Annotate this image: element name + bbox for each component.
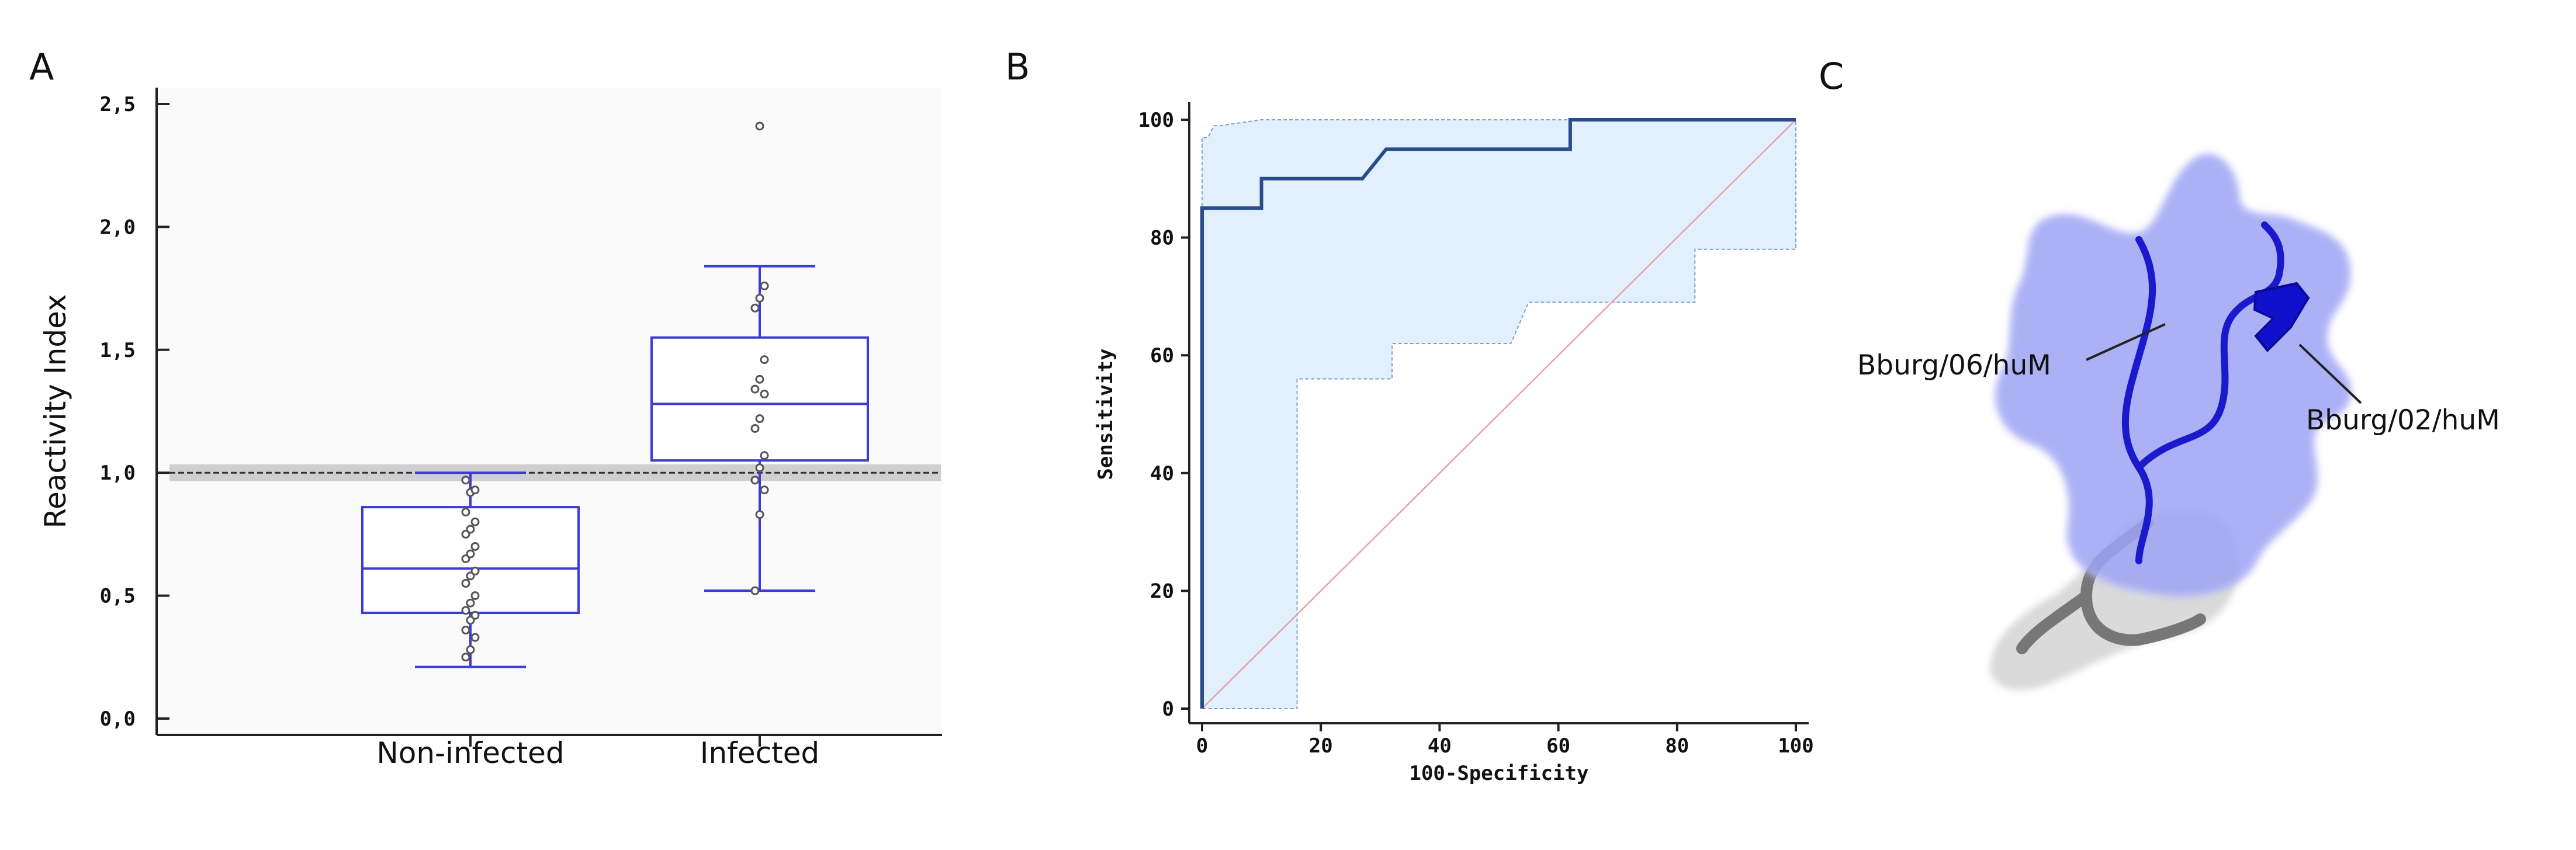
y-tick-label: 1,0: [100, 462, 136, 485]
data-point: [470, 591, 480, 601]
data-point: [470, 517, 480, 526]
y-axis-label: Reactivity Index: [39, 294, 72, 528]
data-point: [755, 414, 764, 424]
data-point: [470, 633, 480, 642]
panel-label-c: C: [1819, 55, 1844, 98]
blue-backbone-ribbon: [2121, 236, 2156, 564]
data-point: [470, 610, 480, 620]
x-tick-label: 40: [1428, 734, 1452, 758]
x-tick-label: 60: [1546, 734, 1570, 758]
y-tick-label: 2,5: [100, 93, 136, 116]
y-tick-label: 80: [1150, 227, 1174, 250]
data-point: [466, 598, 475, 608]
box-iqr: [650, 336, 869, 462]
data-point: [466, 645, 475, 654]
y-tick-label: 100: [1138, 109, 1174, 132]
data-point: [461, 579, 470, 588]
data-point: [470, 567, 480, 576]
data-point: [760, 281, 769, 290]
panel-label-a: A: [29, 46, 54, 88]
data-point: [750, 424, 760, 433]
reference-diagonal: [1202, 119, 1796, 709]
x-category-label: Non-infected: [376, 736, 564, 770]
data-point: [750, 303, 760, 313]
data-point: [755, 463, 764, 473]
data-point: [755, 293, 764, 303]
roc-curve-line: [1200, 118, 1796, 709]
x-axis-label: 100-Specificity: [1409, 762, 1588, 785]
data-point: [750, 476, 760, 485]
data-point: [760, 390, 769, 399]
data-point: [461, 626, 470, 635]
data-point: [760, 355, 769, 365]
y-tick-label: 40: [1150, 462, 1174, 485]
data-point: [470, 542, 480, 551]
data-point: [755, 374, 764, 384]
y-tick-label: 20: [1150, 580, 1174, 603]
data-point: [461, 606, 470, 615]
data-point: [750, 586, 760, 595]
blue-backbone-ribbon-2: [2135, 221, 2284, 471]
x-tick-label: 20: [1309, 734, 1333, 758]
peptide-structure-illustration: [1990, 153, 2352, 689]
y-tick-label: 0,5: [100, 585, 136, 608]
data-point: [760, 485, 769, 495]
data-point: [461, 508, 470, 517]
x-category-label: Infected: [700, 736, 819, 770]
y-tick-label: 60: [1150, 344, 1174, 367]
panel-label-b: B: [1005, 46, 1030, 88]
data-point: [461, 653, 470, 662]
structure-label-right: Bburg/02/huM: [2306, 404, 2500, 436]
y-axis-label: Sensitivity: [1094, 348, 1117, 480]
y-tick-label: 0,0: [100, 707, 136, 731]
data-point: [760, 451, 769, 460]
outlier-point: [755, 122, 764, 131]
data-point: [466, 549, 475, 558]
beta-strand-arrow: [2253, 282, 2310, 352]
blue-surface-region: [1995, 153, 2352, 598]
data-point: [755, 510, 764, 519]
y-tick-label: 2,0: [100, 216, 136, 239]
data-point: [461, 476, 470, 485]
x-tick-label: 0: [1196, 734, 1208, 758]
box-plot-chart: 0,0 0,5 1,0 1,5 2,0 2,5 Reactivity Index Non-in…: [39, 88, 942, 770]
x-tick-label: 80: [1665, 734, 1689, 758]
y-tick-label: 0: [1162, 698, 1174, 721]
data-point: [470, 485, 480, 495]
box-iqr: [361, 506, 580, 615]
x-tick-label: 100: [1778, 734, 1813, 758]
data-point: [466, 525, 475, 534]
y-tick-label: 1,5: [100, 339, 136, 362]
data-point: [750, 384, 760, 394]
roc-curve-chart: 0 20 40 60 80 100 0 20 40 60 80 100 100-Specificity S…: [1094, 102, 1814, 785]
structure-label-left: Bburg/06/huM: [1857, 349, 2051, 381]
